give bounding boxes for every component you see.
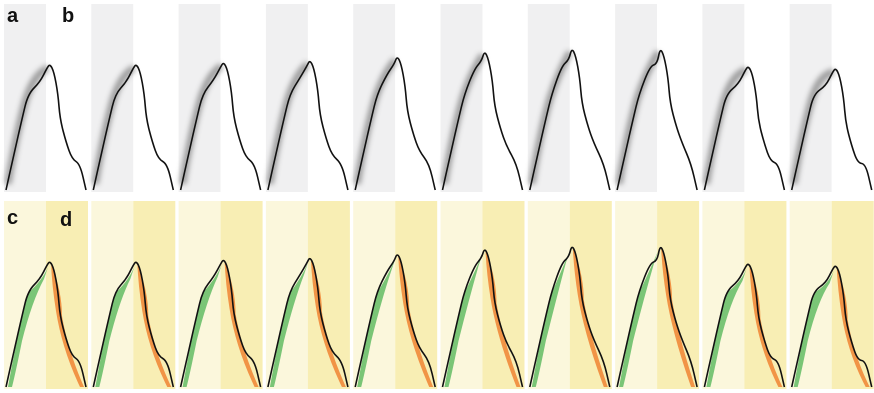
- bottom-frame: [615, 201, 700, 389]
- top-frame-outline: [92, 64, 175, 191]
- bottom-frame-right-band: [569, 201, 612, 389]
- top-frame-right-band: [133, 4, 176, 192]
- panel-label-d: d: [60, 209, 73, 231]
- bottom-frame-orange-region: [485, 250, 521, 387]
- top-frame-outline: [5, 64, 87, 191]
- bottom-frame-orange-region: [224, 261, 259, 387]
- bottom-frame-left-band: [265, 201, 308, 389]
- bottom-frame-orange-region: [661, 247, 696, 387]
- bottom-frame-left-band: [527, 201, 570, 389]
- top-frame-outline: [179, 62, 262, 191]
- top-frame-outline: [703, 66, 786, 191]
- bottom-frame: [178, 201, 263, 389]
- bottom-frame-left-band: [702, 201, 745, 389]
- top-frame-outline: [267, 60, 349, 191]
- top-frame: [265, 4, 350, 192]
- bottom-frame-green-region: [444, 254, 483, 387]
- bottom-frame-outline: [5, 261, 87, 388]
- bottom-frame-outline: [92, 261, 175, 388]
- top-row-frames: [4, 4, 874, 192]
- bottom-frame-green-region: [269, 263, 308, 387]
- bottom-frame: [789, 201, 874, 389]
- panel-label-c: c: [7, 207, 19, 229]
- top-frame: [702, 4, 787, 192]
- bottom-frame-green-region: [357, 259, 396, 387]
- bottom-frame: [440, 201, 525, 389]
- top-frame: [789, 4, 874, 192]
- bottom-frame-green-region: [95, 267, 135, 387]
- top-frame-outline: [354, 57, 436, 191]
- bottom-frame-left-band: [91, 201, 134, 389]
- top-frame-outline: [441, 52, 524, 191]
- bottom-frame-right-band: [482, 201, 525, 389]
- bottom-frame-orange-region: [836, 267, 870, 387]
- bottom-frame-right-band: [133, 201, 176, 389]
- top-frame: [615, 4, 700, 192]
- top-frame-right-band: [831, 4, 874, 192]
- bottom-frame-outline: [529, 246, 611, 388]
- top-frame-right-band: [46, 4, 88, 192]
- bottom-frame-orange-region: [310, 259, 346, 387]
- bottom-row-frames: [4, 201, 874, 389]
- top-frame-right-band: [482, 4, 525, 192]
- top-frame-right-band: [657, 4, 700, 192]
- bottom-frame-left-band: [789, 201, 832, 389]
- bottom-frame: [91, 201, 176, 389]
- top-frame-outline: [790, 68, 873, 191]
- bottom-frame: [527, 201, 612, 389]
- bottom-frame-outline: [703, 263, 786, 388]
- bottom-frame-green-region: [619, 251, 659, 387]
- top-frame-right-band: [220, 4, 263, 192]
- bottom-frame-right-band: [744, 201, 787, 389]
- bottom-frame: [353, 201, 438, 389]
- bottom-frame-outline: [179, 259, 262, 388]
- top-frame-right-band: [569, 4, 612, 192]
- bottom-frame-right-band: [395, 201, 438, 389]
- bottom-frame-left-band: [178, 201, 221, 389]
- top-frame-outline: [616, 49, 698, 191]
- bottom-frame-left-band: [615, 201, 658, 389]
- bottom-frame-orange-region: [51, 263, 84, 387]
- bottom-frame-orange-region: [137, 263, 172, 387]
- top-frame-right-band: [744, 4, 787, 192]
- bottom-frame: [265, 201, 350, 389]
- top-frame-right-band: [307, 4, 350, 192]
- top-frame-right-band: [395, 4, 438, 192]
- bottom-frame-outline: [267, 257, 349, 388]
- top-frame: [178, 4, 263, 192]
- bottom-frame-orange-region: [398, 255, 434, 387]
- bottom-frame-right-band: [831, 201, 874, 389]
- bottom-frame-right-band: [657, 201, 700, 389]
- bottom-frame-outline: [441, 249, 524, 388]
- panel-label-b: b: [62, 5, 75, 27]
- top-frame: [4, 4, 88, 192]
- bottom-frame-outline: [354, 254, 436, 388]
- bottom-frame-left-band: [4, 201, 46, 389]
- bottom-frame-left-band: [353, 201, 396, 389]
- bottom-frame-green-region: [8, 267, 48, 387]
- top-frame-outline: [529, 49, 611, 191]
- bottom-frame-outline: [790, 265, 873, 388]
- bottom-frame-orange-region: [572, 247, 608, 387]
- bottom-frame-green-region: [531, 251, 570, 387]
- bottom-frame-orange-region: [749, 265, 783, 387]
- bottom-frame-right-band: [46, 201, 88, 389]
- bottom-frame-green-region: [182, 265, 222, 387]
- top-frame: [91, 4, 176, 192]
- bottom-frame-right-band: [220, 201, 263, 389]
- top-frame: [353, 4, 438, 192]
- panel-label-a: a: [7, 5, 19, 27]
- bottom-frame-green-region: [793, 271, 834, 387]
- bottom-frame: [702, 201, 787, 389]
- bottom-frame-outline: [616, 246, 698, 388]
- top-frame: [527, 4, 612, 192]
- top-frame: [440, 4, 525, 192]
- bottom-frame-green-region: [706, 269, 747, 387]
- bottom-frame: [4, 201, 88, 389]
- bottom-frame-left-band: [440, 201, 483, 389]
